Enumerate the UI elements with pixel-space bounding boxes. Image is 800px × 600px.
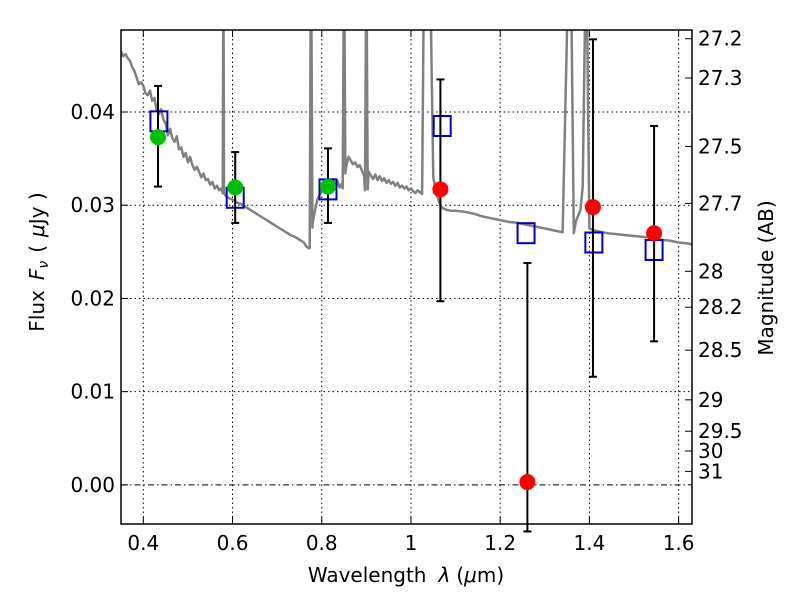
- y-axis-label-unit-rest: Jy ): [25, 192, 49, 226]
- y2-axis-label: Magnitude (AB): [754, 200, 778, 355]
- mag-tick-label: 28: [698, 259, 723, 283]
- observed-flux-point: [319, 178, 336, 195]
- x-tick-label: 0.6: [217, 531, 249, 555]
- mag-tick-label: 27.7: [698, 191, 743, 215]
- mag-tick-label: 29.5: [698, 419, 743, 443]
- plot-frame: [120, 29, 693, 525]
- x-tick-label: 1.6: [663, 531, 695, 555]
- model-photometry-square: [516, 222, 536, 245]
- x-axis-label-unit-mu: μ: [463, 563, 477, 587]
- x-tick-label: 1: [405, 531, 418, 555]
- x-axis-label-text: Wavelength: [308, 563, 427, 587]
- model-photometry-square: [432, 115, 452, 138]
- observed-flux-point: [150, 129, 167, 146]
- y-axis-label-symbol: F: [25, 268, 49, 280]
- x-tick-label: 0.4: [127, 531, 159, 555]
- mag-tick-label: 29: [698, 388, 723, 412]
- model-spectrum-line: [121, 30, 692, 250]
- y-axis-label-unit-mu: μ: [25, 224, 49, 238]
- y-tick-label: 0.00: [70, 473, 115, 497]
- y-axis-label-unit-open: (: [25, 245, 49, 253]
- y-axis-label-text: Flux: [25, 290, 49, 332]
- x-tick-label: 1.2: [484, 531, 516, 555]
- mag-tick-label: 27.5: [698, 134, 743, 158]
- y-tick-label: 0.04: [70, 100, 115, 124]
- mag-tick-label: 27.2: [698, 27, 743, 51]
- observed-flux-point: [432, 181, 449, 198]
- data-marks: [149, 38, 664, 533]
- x-axis-label: Wavelength λ (μm): [308, 563, 504, 587]
- axis-ticks: 0.4 0.6 0.8 1 1.2 1.4 1.6 0.00 0.01 0.02 0.03 0.04 2…: [70, 27, 742, 555]
- mag-tick-label: 30: [698, 439, 723, 463]
- x-axis-label-unit-open: (: [456, 563, 464, 587]
- grid: [121, 30, 692, 524]
- y-axis-label-sub: ν: [36, 261, 52, 269]
- mag-tick-label: 31: [698, 459, 723, 483]
- x-axis-label-symbol: λ: [437, 563, 450, 587]
- observed-flux-point: [646, 225, 663, 242]
- x-tick-label: 1.4: [573, 531, 605, 555]
- y-tick-label: 0.03: [70, 193, 115, 217]
- y-tick-label: 0.01: [70, 380, 115, 404]
- observed-flux-point: [584, 199, 601, 216]
- plot-background: [121, 30, 692, 524]
- x-axis-label-unit-rest: m): [477, 563, 504, 587]
- y-axis-label: Flux Fν ( μJy ): [25, 192, 52, 331]
- observed-flux-point: [227, 179, 244, 196]
- mag-tick-label: 28.5: [698, 338, 743, 362]
- x-tick-label: 0.8: [306, 531, 338, 555]
- y-tick-label: 0.02: [70, 286, 115, 310]
- mag-tick-label: 27.3: [698, 66, 743, 90]
- observed-flux-point: [519, 474, 536, 491]
- mag-tick-label: 28.2: [698, 295, 743, 319]
